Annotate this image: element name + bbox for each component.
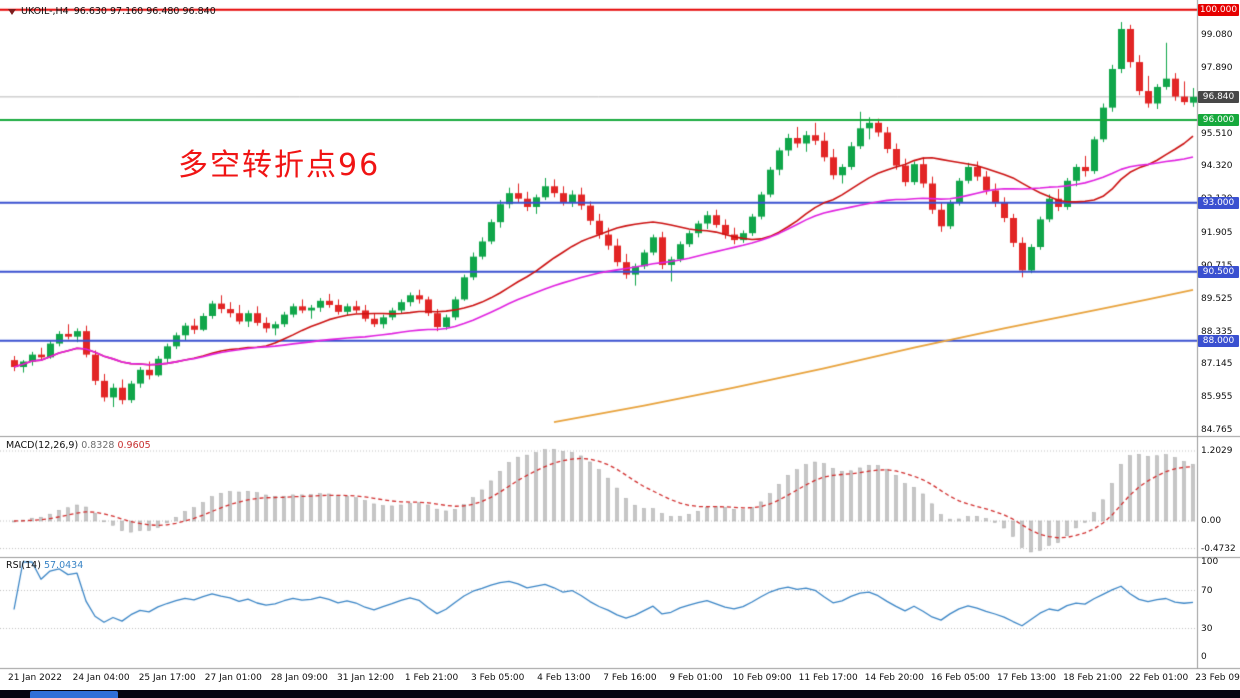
rsi-params-label: RSI(14) (6, 560, 41, 571)
time-axis-label: 16 Feb 05:00 (930, 673, 990, 683)
price-badge: 96.840 (1198, 90, 1239, 103)
time-axis-label: 3 Feb 05:00 (471, 673, 525, 683)
price-badge: 100.000 (1198, 3, 1239, 16)
price-badge: 88.000 (1198, 334, 1239, 347)
price-axis-label: 94.320 (1201, 161, 1233, 172)
price-axis-label: 84.765 (1201, 425, 1233, 436)
time-axis-label: 17 Feb 13:00 (996, 673, 1057, 683)
price-badge: 90.500 (1198, 265, 1239, 278)
time-axis-label: 9 Feb 01:00 (669, 673, 723, 683)
macd-axis-label: 0.00 (1201, 516, 1222, 526)
price-axis-label: 89.525 (1201, 293, 1233, 304)
macd-axis-label: -0.4732 (1201, 543, 1236, 554)
price-axis[interactable]: 99.08097.89096.70095.51094.32093.13091.9… (1197, 0, 1240, 668)
price-axis-label: 99.080 (1201, 30, 1233, 41)
time-axis-label: 7 Feb 16:00 (603, 673, 657, 683)
price-axis-label: 91.905 (1201, 228, 1233, 239)
time-axis-label: 21 Jan 2022 (8, 673, 62, 683)
price-axis-label: 95.510 (1201, 128, 1233, 139)
price-badge: 96.000 (1198, 114, 1239, 127)
bottom-bar (0, 690, 1240, 698)
rsi-value: 57.0434 (43, 560, 84, 571)
time-axis-label: 1 Feb 21:00 (404, 673, 459, 683)
macd-signal-value: 0.9605 (117, 440, 151, 451)
macd-main-value: 0.8328 (81, 440, 115, 451)
price-axis-label: 85.955 (1201, 392, 1233, 403)
symbol-timeframe-label: UKOIL-,H4 (21, 6, 69, 17)
chart-shift-marker-icon[interactable] (8, 8, 16, 15)
time-axis-label: 31 Jan 12:00 (337, 673, 394, 683)
time-axis[interactable]: 21 Jan 2022 24 Jan 04:00 25 Jan 17:00 27 Ja… (0, 668, 1240, 690)
time-axis-label: 10 Feb 09:00 (732, 673, 792, 683)
chart-annotation-text[interactable]: 多空转折点96 (178, 148, 381, 183)
time-axis-label: 23 Feb 09:00 (1195, 673, 1240, 683)
price-axis-label: 87.145 (1201, 359, 1233, 370)
ohlc-values-label: 96.630 97.160 96.480 96.840 (73, 6, 216, 17)
time-axis-label: 14 Feb 20:00 (864, 673, 924, 683)
time-axis-label: 25 Jan 17:00 (138, 673, 196, 683)
time-axis-label: 4 Feb 13:00 (537, 673, 591, 683)
time-axis-label: 24 Jan 04:00 (72, 673, 130, 683)
rsi-axis-label: 70 (1201, 585, 1213, 596)
rsi-axis-label: 30 (1201, 623, 1213, 634)
chart-title: UKOIL-,H4 96.630 97.160 96.480 96.840 (8, 6, 216, 17)
price-axis-label: 88.335 (1201, 326, 1233, 337)
macd-label: MACD(12,26,9) 0.8328 0.9605 (6, 440, 151, 451)
time-axis-label: 11 Feb 17:00 (798, 673, 858, 683)
taskbar-tab[interactable] (30, 691, 118, 698)
macd-params-label: MACD(12,26,9) (6, 440, 79, 451)
time-axis-label: 22 Feb 01:00 (1129, 673, 1189, 683)
rsi-label: RSI(14) 57.0434 (6, 560, 83, 571)
time-axis-label: 18 Feb 21:00 (1063, 673, 1123, 683)
time-axis-label: 27 Jan 01:00 (204, 673, 262, 683)
macd-axis-label: 1.2029 (1201, 445, 1233, 456)
rsi-axis-label: 0 (1201, 652, 1207, 662)
price-axis-label: 97.890 (1201, 62, 1233, 73)
time-axis-label: 28 Jan 09:00 (270, 673, 328, 683)
price-badge: 93.000 (1198, 196, 1239, 209)
rsi-axis-label: 100 (1201, 557, 1219, 567)
